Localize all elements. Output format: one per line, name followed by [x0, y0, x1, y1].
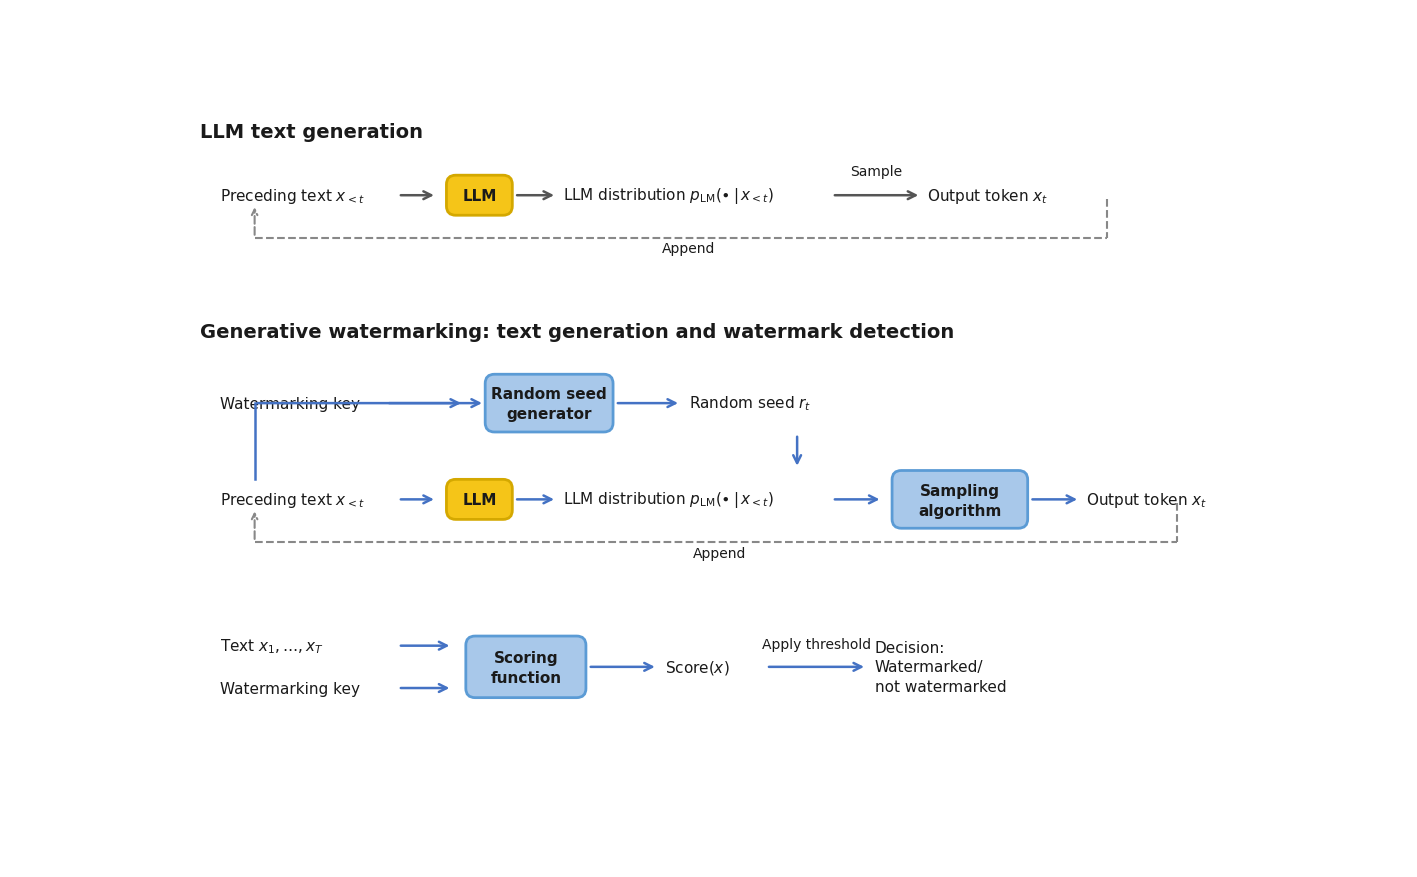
Text: Append: Append	[693, 546, 747, 560]
FancyBboxPatch shape	[446, 480, 513, 520]
FancyBboxPatch shape	[466, 637, 587, 698]
Text: LLM distribution $p_{\mathrm{LM}}(\bullet\,|\,x_{<t})$: LLM distribution $p_{\mathrm{LM}}(\bulle…	[563, 490, 774, 510]
Text: Scoring: Scoring	[493, 651, 558, 666]
Text: LLM: LLM	[462, 492, 496, 507]
Text: Generative watermarking: text generation and watermark detection: Generative watermarking: text generation…	[200, 323, 955, 342]
FancyBboxPatch shape	[485, 374, 614, 432]
Text: Output token $x_t$: Output token $x_t$	[1087, 490, 1207, 510]
Text: LLM: LLM	[462, 189, 496, 203]
Text: Watermarking key: Watermarking key	[220, 681, 360, 695]
Text: Apply threshold: Apply threshold	[762, 638, 871, 652]
Text: function: function	[490, 670, 561, 685]
Text: Random seed: Random seed	[492, 387, 606, 402]
Text: algorithm: algorithm	[918, 503, 1002, 518]
Text: Watermarked/: Watermarked/	[874, 660, 983, 674]
Text: LLM distribution $p_{\mathrm{LM}}(\bullet\,|\,x_{<t})$: LLM distribution $p_{\mathrm{LM}}(\bulle…	[563, 186, 774, 206]
Text: Watermarking key: Watermarking key	[220, 396, 360, 411]
Text: Sampling: Sampling	[920, 483, 1000, 498]
Text: generator: generator	[506, 407, 592, 422]
Text: Output token $x_t$: Output token $x_t$	[927, 187, 1049, 205]
Text: Text $x_1, \ldots, x_T$: Text $x_1, \ldots, x_T$	[220, 637, 323, 655]
FancyBboxPatch shape	[446, 176, 513, 216]
Text: Append: Append	[662, 242, 716, 256]
Text: Preceding text $x_{<t}$: Preceding text $x_{<t}$	[220, 490, 364, 510]
Text: LLM text generation: LLM text generation	[200, 123, 424, 142]
Text: Score($x$): Score($x$)	[666, 658, 730, 676]
Text: Sample: Sample	[850, 165, 903, 179]
Text: not watermarked: not watermarked	[874, 679, 1006, 694]
Text: Random seed $r_t$: Random seed $r_t$	[689, 395, 811, 413]
Text: Preceding text $x_{<t}$: Preceding text $x_{<t}$	[220, 187, 364, 205]
FancyBboxPatch shape	[893, 471, 1027, 529]
Text: Decision:: Decision:	[874, 640, 945, 655]
